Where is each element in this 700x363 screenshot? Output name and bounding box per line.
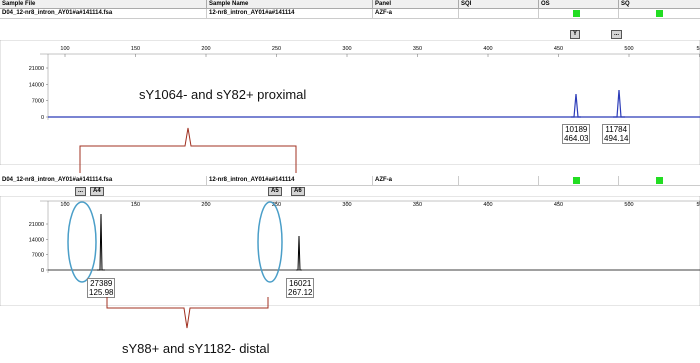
col-sample-name[interactable]: Sample Name — [206, 0, 372, 8]
peak-trace-10189 — [571, 93, 581, 118]
x-tick-label: 200 — [201, 202, 210, 208]
sample-row-2[interactable]: D04_12-nr8_intron_AY01#a#141114.fsa 12-n… — [0, 176, 700, 186]
x-tick-label: 55 — [696, 202, 700, 208]
sq-status-indicator — [656, 177, 663, 184]
y-tick-label: 0 — [41, 115, 44, 121]
x-tick-label: 300 — [342, 202, 351, 208]
x-tick-label: 500 — [624, 46, 633, 52]
peak-bin-button-more[interactable]: ... — [75, 187, 87, 196]
y-tick-label: 7000 — [32, 253, 44, 259]
sq-cell — [618, 9, 700, 18]
x-tick-label: 500 — [624, 202, 633, 208]
col-sq[interactable]: SQ — [618, 0, 700, 8]
peak-bin-button-a5[interactable]: A5 — [268, 187, 282, 196]
peak-label-27389[interactable]: 27389 125.98 — [87, 278, 116, 298]
x-tick-label: 100 — [60, 46, 69, 52]
col-os[interactable]: OS — [538, 0, 618, 8]
peak-label-16021[interactable]: 16021 267.12 — [286, 278, 315, 298]
electropherogram-panel-1[interactable]: 100 150 200 250 300 350 400 450 500 55 21000 14000… — [0, 40, 700, 165]
highlight-ellipse-right — [257, 201, 283, 283]
x-tick-label: 100 — [60, 202, 69, 208]
os-cell — [538, 9, 618, 18]
x-tick-label: 55 — [696, 46, 700, 52]
x-tick-label: 400 — [483, 46, 492, 52]
peak-trace-11784 — [613, 89, 625, 118]
y-tick-label: 0 — [41, 268, 44, 274]
annotation-proximal: sY1064- and sY82+ proximal — [139, 87, 307, 102]
y-tick-label: 14000 — [29, 82, 44, 88]
peak-bin-button-a4[interactable]: A4 — [90, 187, 104, 196]
peak-label-10189[interactable]: 10189 464.03 — [562, 124, 591, 144]
y-tick-label: 21000 — [29, 222, 44, 228]
sq-cell — [618, 176, 700, 185]
x-tick-label: 450 — [554, 46, 563, 52]
bracket-top — [79, 127, 297, 173]
sample-name-cell: 12-nr8_intron_AY01#a#141114 — [206, 176, 372, 185]
bracket-bottom — [106, 297, 269, 329]
x-tick-label: 450 — [554, 202, 563, 208]
sq-status-indicator — [656, 10, 663, 17]
col-sqi[interactable]: SQI — [458, 0, 538, 8]
panel-cell: AZF-a — [372, 176, 458, 185]
peak-trace-27389 — [97, 213, 105, 271]
electropherogram-panel-2[interactable]: 100 150 200 250 300 350 400 450 500 55 21000 14000… — [0, 196, 700, 306]
y-tick-label: 7000 — [32, 99, 44, 105]
x-tick-label: 200 — [201, 46, 210, 52]
x-tick-label: 250 — [272, 202, 281, 208]
sqi-cell — [458, 9, 538, 18]
os-cell — [538, 176, 618, 185]
sample-row-1[interactable]: D04_12-nr8_intron_AY01#a#141114.fsa 12-n… — [0, 9, 700, 19]
sample-file-cell: D04_12-nr8_intron_AY01#a#141114.fsa — [2, 177, 113, 183]
x-tick-label: 350 — [413, 46, 422, 52]
annotation-distal: sY88+ and sY1182- distal — [122, 341, 270, 356]
highlight-ellipse-left — [67, 201, 97, 283]
column-header-row: Sample File Sample Name Panel SQI OS SQ — [0, 0, 700, 9]
os-status-indicator — [573, 10, 580, 17]
x-tick-label: 150 — [131, 202, 140, 208]
sqi-cell — [458, 176, 538, 185]
y-tick-label: 14000 — [29, 237, 44, 243]
col-sample-file[interactable]: Sample File — [2, 1, 36, 7]
peak-bin-button-y[interactable]: Y — [570, 30, 581, 39]
x-tick-label: 250 — [272, 46, 281, 52]
panel-cell: AZF-a — [372, 9, 458, 18]
col-panel[interactable]: Panel — [372, 0, 458, 8]
sample-name-cell: 12-nr8_intron_AY01#a#141114 — [206, 9, 372, 18]
sample-file-cell: D04_12-nr8_intron_AY01#a#141114.fsa — [2, 10, 113, 16]
x-tick-label: 400 — [483, 202, 492, 208]
y-tick-label: 21000 — [29, 66, 44, 72]
peak-label-11784[interactable]: 11784 494.14 — [602, 124, 631, 144]
x-tick-label: 300 — [342, 46, 351, 52]
peak-bin-button-more[interactable]: ... — [611, 30, 623, 39]
peak-bin-button-a6[interactable]: A6 — [291, 187, 305, 196]
x-tick-label: 150 — [131, 46, 140, 52]
peak-trace-16021 — [296, 235, 302, 271]
x-tick-label: 350 — [413, 202, 422, 208]
os-status-indicator — [573, 177, 580, 184]
